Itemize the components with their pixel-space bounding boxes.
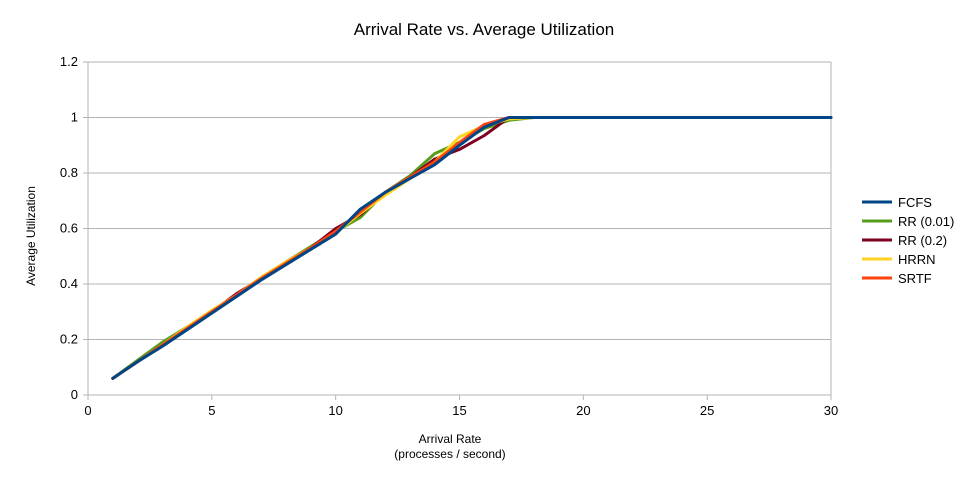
y-tick-label: 0	[71, 387, 78, 402]
x-tick-label: 25	[700, 403, 714, 418]
chart-title: Arrival Rate vs. Average Utilization	[354, 20, 614, 39]
x-tick-labels: 0 5 10 15 20 25 30	[84, 403, 838, 418]
x-tick-label: 5	[208, 403, 215, 418]
legend: FCFS RR (0.01) RR (0.2) HRRN SRTF	[862, 195, 954, 286]
y-axis-label: Average Utilization	[24, 186, 38, 286]
x-tick-label: 30	[824, 403, 838, 418]
series-line-fcfs	[111, 116, 833, 380]
y-tick-label: 0.4	[60, 276, 78, 291]
y-tick-label: 0.2	[60, 332, 78, 347]
legend-label-srtf: SRTF	[898, 271, 932, 286]
y-tick-label: 1	[71, 110, 78, 125]
x-tick-label: 20	[576, 403, 590, 418]
x-axis-label-line1: Arrival Rate	[419, 432, 482, 446]
gridlines	[83, 61, 832, 400]
y-tick-label: 0.8	[60, 165, 78, 180]
legend-label-fcfs: FCFS	[898, 195, 932, 210]
x-axis-label-line2: (processes / second)	[394, 447, 505, 461]
legend-label-rr-0-2: RR (0.2)	[898, 233, 947, 248]
y-tick-label: 1.2	[60, 54, 78, 69]
legend-label-hrrn: HRRN	[898, 252, 936, 267]
x-tick-label: 15	[452, 403, 466, 418]
series-lines	[111, 116, 833, 380]
x-tick-label: 0	[84, 403, 91, 418]
x-tick-label: 10	[328, 403, 342, 418]
y-tick-labels: 0 0.2 0.4 0.6 0.8 1 1.2	[60, 54, 78, 402]
legend-label-rr-0-01: RR (0.01)	[898, 214, 954, 229]
y-tick-label: 0.6	[60, 221, 78, 236]
